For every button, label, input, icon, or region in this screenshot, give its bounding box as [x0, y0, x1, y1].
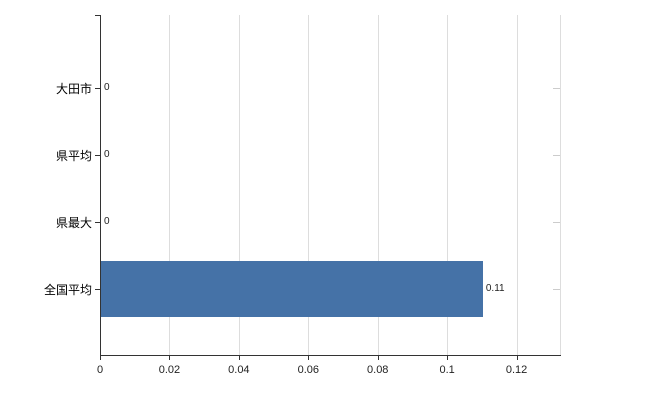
- value-label: 0.11: [485, 282, 505, 294]
- y-axis-tick: [95, 288, 100, 290]
- value-label: 0: [104, 215, 110, 227]
- y-axis-tick: [95, 15, 100, 16]
- gridline: [308, 15, 310, 355]
- gridline: [238, 15, 240, 355]
- gridline: [516, 15, 518, 355]
- x-axis-tick: [238, 355, 240, 360]
- bar[interactable]: [101, 260, 483, 317]
- gridline: [447, 15, 449, 355]
- x-tick-label: 0.02: [158, 364, 181, 376]
- x-tick-label: 0.04: [228, 364, 250, 376]
- x-tick-label: 0.08: [367, 364, 389, 376]
- gridline: [169, 15, 171, 355]
- x-axis-tick: [308, 355, 310, 360]
- y-category-label: 県平均: [55, 148, 92, 163]
- x-axis-tick: [377, 355, 379, 360]
- right-axis-tick: [553, 154, 560, 156]
- x-axis-tick: [447, 355, 449, 360]
- x-tick-label: 0.1: [439, 364, 455, 376]
- value-label: 0: [104, 148, 110, 160]
- right-axis-tick: [553, 221, 560, 223]
- x-tick-label: 0.12: [505, 364, 528, 376]
- x-tick-label: 0.06: [297, 364, 319, 376]
- right-axis-tick: [553, 288, 560, 290]
- x-axis-tick: [100, 355, 101, 360]
- y-axis-line: [100, 15, 101, 356]
- y-category-label: 大田市: [55, 81, 92, 96]
- y-category-label: 県最大: [55, 215, 92, 230]
- y-axis-tick: [95, 87, 100, 89]
- gridline: [377, 15, 379, 355]
- x-axis-line: [100, 355, 561, 356]
- y-axis-tick: [95, 221, 100, 223]
- y-category-label: 全国平均: [43, 282, 92, 297]
- right-axis-tick: [553, 87, 560, 89]
- x-tick-label: 0: [96, 364, 104, 376]
- plot-right-border: [560, 15, 561, 355]
- y-axis-tick: [95, 154, 100, 156]
- x-axis-tick: [516, 355, 518, 360]
- x-axis-tick: [169, 355, 171, 360]
- value-label: 0: [104, 81, 110, 93]
